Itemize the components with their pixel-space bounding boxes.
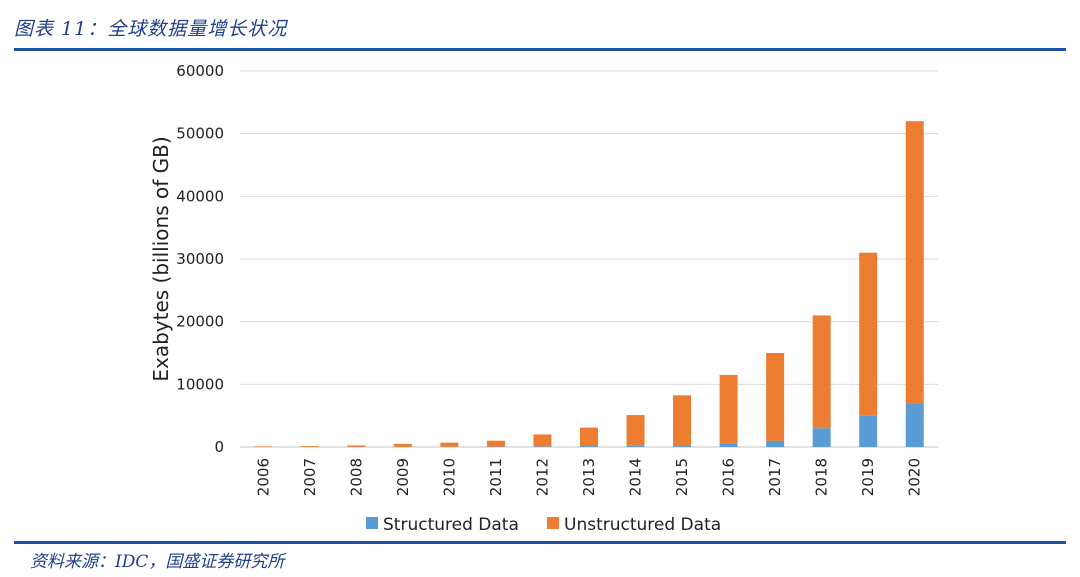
bar-unstructured-2007 (300, 446, 319, 447)
bar-unstructured-2012 (533, 434, 552, 447)
legend-label-structured: Structured Data (383, 515, 519, 535)
bar-structured-2014 (626, 445, 645, 447)
gridlines (240, 70, 938, 448)
x-tick-label: 2013 (580, 458, 598, 496)
y-tick-label: 20000 (176, 313, 224, 331)
bar-unstructured-2016 (719, 374, 738, 444)
bar-structured-2019 (859, 415, 878, 447)
x-axis-ticks: 2006 2007 2008 2009 2010 2011 2012 2013 2014 2015… (254, 458, 923, 496)
bar-structured-2015 (673, 445, 692, 447)
y-axis-title: Exabytes (billions of GB) (149, 136, 173, 381)
x-tick-label: 2014 (627, 458, 645, 496)
header-rule (14, 48, 1066, 51)
bar-structured-2018 (812, 428, 831, 447)
y-tick-label: 50000 (176, 125, 224, 143)
footer-rule (14, 541, 1066, 544)
legend-label-unstructured: Unstructured Data (564, 515, 721, 535)
y-tick-label: 30000 (176, 250, 224, 268)
x-tick-label: 2012 (533, 458, 551, 496)
bar-structured-2020 (905, 403, 924, 447)
x-tick-label: 2020 (906, 458, 924, 496)
x-tick-label: 2017 (766, 458, 784, 496)
x-tick-label: 2010 (440, 458, 458, 496)
bar-unstructured-2008 (347, 445, 366, 447)
y-tick-label: 0 (214, 438, 224, 456)
bar-unstructured-2015 (673, 395, 692, 446)
legend-swatch-unstructured (547, 517, 559, 529)
bar-unstructured-2018 (812, 315, 831, 429)
x-tick-label: 2016 (720, 458, 738, 496)
legend-swatch-structured (366, 517, 378, 529)
y-tick-label: 10000 (176, 375, 224, 393)
bar-unstructured-2020 (905, 121, 924, 404)
figure-title: 图表 11：全球数据量增长状况 (14, 18, 288, 40)
source-note: 资料来源：IDC，国盛证券研究所 (30, 552, 285, 572)
x-tick-label: 2008 (347, 458, 365, 496)
bars (254, 121, 924, 447)
bar-unstructured-2010 (440, 442, 459, 447)
x-tick-label: 2018 (813, 458, 831, 496)
x-tick-label: 2009 (394, 458, 412, 496)
bar-unstructured-2006 (254, 446, 273, 447)
x-tick-label: 2019 (859, 458, 877, 496)
legend: Structured Data Unstructured Data (366, 515, 721, 535)
bar-structured-2016 (719, 443, 738, 447)
bar-unstructured-2017 (766, 353, 785, 441)
bar-structured-2013 (580, 446, 598, 447)
y-tick-label: 40000 (176, 187, 224, 205)
bar-unstructured-2013 (580, 427, 598, 447)
x-tick-label: 2015 (673, 458, 691, 496)
y-axis-ticks: 0 10000 20000 30000 40000 50000 60000 (176, 62, 224, 456)
bar-unstructured-2019 (859, 252, 878, 416)
bar-unstructured-2009 (393, 443, 412, 447)
x-tick-label: 2011 (487, 458, 505, 496)
bar-structured-2012 (533, 446, 552, 447)
bar-unstructured-2014 (626, 415, 645, 446)
bar-unstructured-2011 (486, 440, 505, 447)
y-tick-label: 60000 (176, 62, 224, 80)
bar-structured-2017 (766, 440, 785, 447)
x-tick-label: 2006 (254, 458, 272, 496)
x-tick-label: 2007 (301, 458, 319, 496)
